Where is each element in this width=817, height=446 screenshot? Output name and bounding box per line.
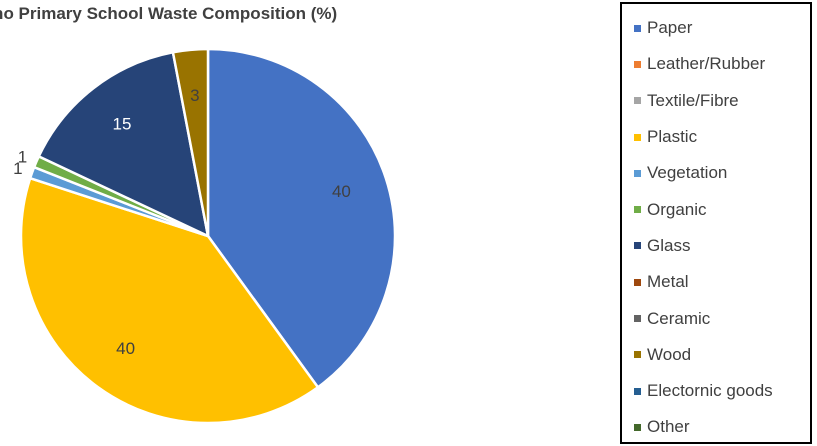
- legend-swatch: [634, 60, 641, 68]
- legend-item: Textile/Fibre: [622, 83, 810, 119]
- legend-swatch: [634, 169, 641, 177]
- legend-label: Textile/Fibre: [647, 90, 739, 110]
- legend-label: Leather/Rubber: [647, 54, 766, 74]
- legend-item: Ceramic: [622, 300, 810, 336]
- legend-swatch: [634, 206, 641, 214]
- legend-swatch: [634, 387, 641, 395]
- legend: Paper Leather/Rubber Textile/Fibre Plastic V…: [620, 2, 812, 444]
- legend-swatch: [634, 133, 641, 141]
- pie-slice-plastic: [19, 176, 320, 425]
- legend-item: Vegetation: [622, 155, 810, 191]
- data-label-organic: 1: [18, 147, 27, 166]
- legend-item: Wood: [622, 337, 810, 373]
- legend-item: Other: [622, 409, 810, 445]
- legend-item: Glass: [622, 228, 810, 264]
- legend-label: Paper: [647, 18, 693, 38]
- data-label-plastic: 40: [116, 339, 135, 358]
- data-label-vegetation: 1: [13, 159, 22, 178]
- legend-item: Electornic goods: [622, 373, 810, 409]
- legend-swatch: [634, 97, 641, 105]
- legend-swatch: [634, 315, 641, 323]
- legend-item: Leather/Rubber: [622, 46, 810, 82]
- pie-slices: [19, 47, 397, 425]
- legend-label: Vegetation: [647, 163, 728, 183]
- legend-label: Ceramic: [647, 308, 711, 328]
- legend-swatch: [634, 423, 641, 431]
- pie-slice-glass: [37, 50, 210, 239]
- legend-label: Electornic goods: [647, 381, 773, 401]
- pie-data-labels: 40 40 11 15 3: [13, 86, 351, 358]
- legend-label: Wood: [647, 344, 692, 364]
- legend-label: Organic: [647, 199, 707, 219]
- chart-title: Gocho Primary School Waste Composition (…: [0, 4, 338, 23]
- data-label-paper: 40: [332, 182, 351, 201]
- legend-swatch: [634, 351, 641, 359]
- legend-label: Metal: [647, 272, 689, 292]
- pie-slice-paper: [206, 47, 397, 390]
- legend-swatch: [634, 242, 641, 250]
- legend-label: Glass: [647, 235, 691, 255]
- legend-item: Metal: [622, 264, 810, 300]
- legend-label: Plastic: [647, 127, 698, 147]
- legend-item: Paper: [622, 10, 810, 46]
- legend-swatch: [634, 24, 641, 32]
- legend-label: Other: [647, 417, 690, 437]
- data-label-wood: 3: [190, 86, 199, 105]
- pie-slice-wood: [171, 47, 210, 237]
- legend-item: Organic: [622, 191, 810, 227]
- data-label-glass: 15: [113, 115, 132, 134]
- legend-item: Plastic: [622, 119, 810, 155]
- legend-swatch: [634, 278, 641, 286]
